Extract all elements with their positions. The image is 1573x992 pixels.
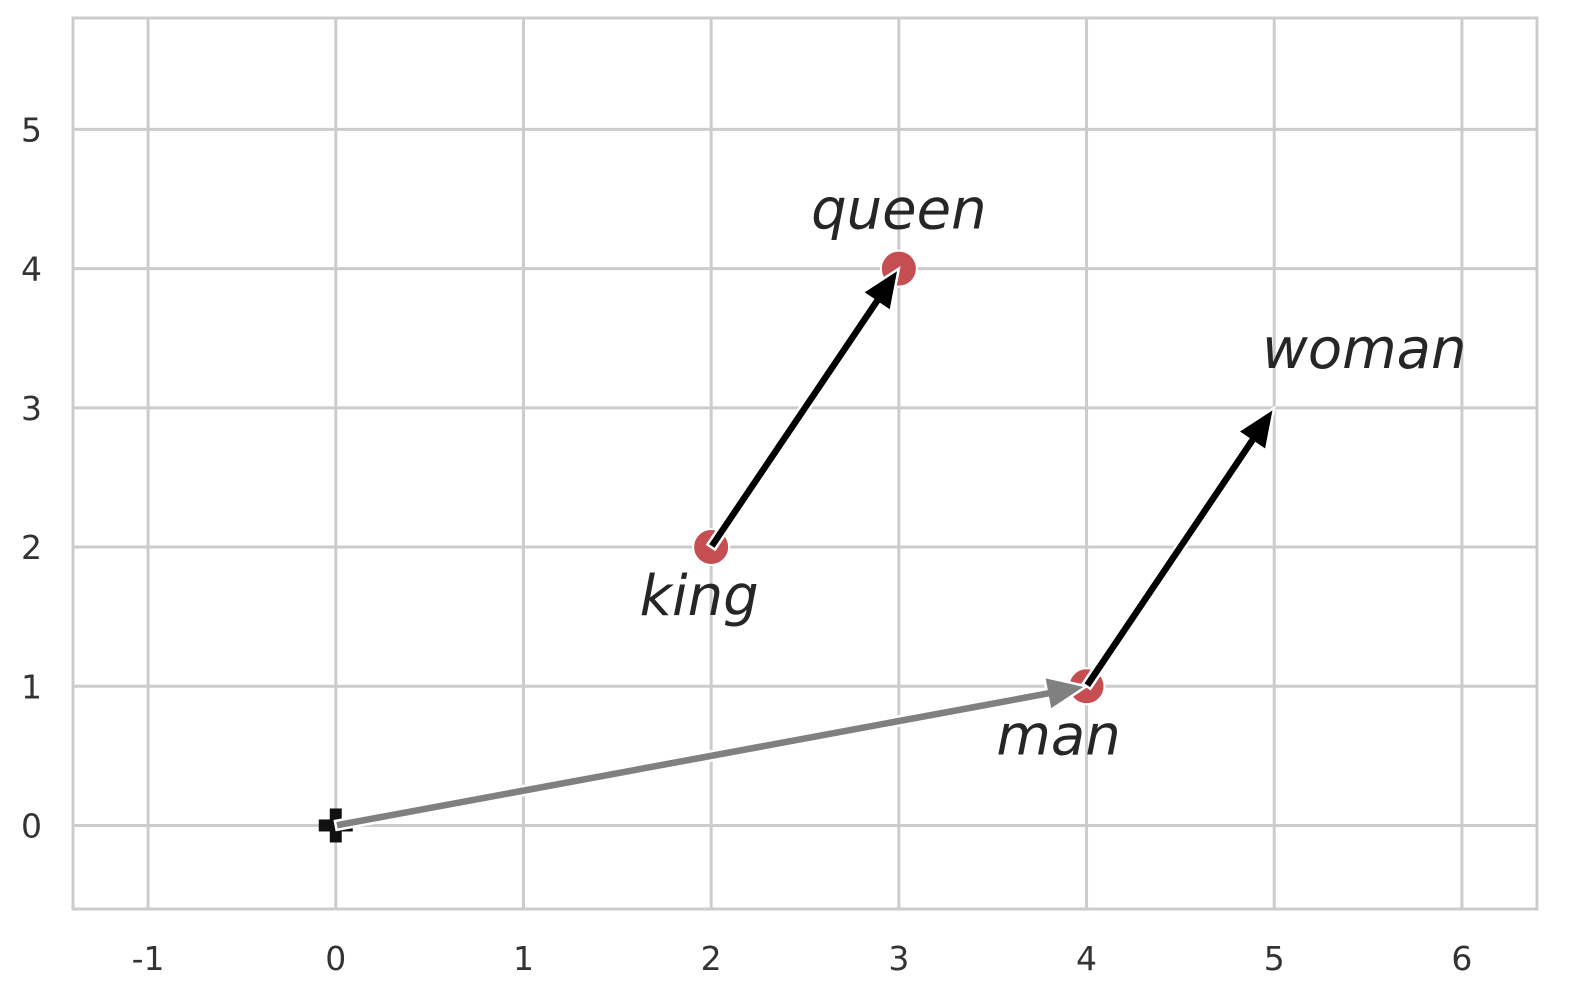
y-tick-label: 2 (21, 528, 42, 567)
x-tick-label: 1 (513, 939, 534, 978)
x-tick-label: 3 (888, 939, 909, 978)
x-tick-label: 0 (325, 939, 346, 978)
y-tick-label: 1 (21, 667, 42, 706)
y-tick-label: 5 (21, 110, 42, 149)
x-tick-label: 5 (1264, 939, 1285, 978)
x-tick-label: -1 (132, 939, 165, 978)
point-label-man: man (996, 703, 1120, 768)
y-axis-ticks: 0 1 2 3 4 5 (21, 110, 42, 845)
arrow-2 (1081, 405, 1276, 691)
point-label-woman: woman (1262, 317, 1466, 382)
y-tick-label: 4 (21, 250, 42, 289)
arrow-1 (705, 265, 901, 552)
arrow-0 (333, 675, 1090, 832)
point-label-king: king (640, 564, 759, 629)
point-label-queen: queen (811, 178, 986, 243)
x-tick-label: 4 (1076, 939, 1097, 978)
arrows (333, 265, 1276, 832)
y-tick-label: 0 (21, 806, 42, 845)
grid (73, 18, 1537, 909)
x-axis-ticks: -1 0 1 2 3 4 5 6 (132, 939, 1473, 978)
x-tick-label: 2 (701, 939, 722, 978)
point-labels: king queen man woman (640, 178, 1467, 769)
plot-frame (71, 16, 1539, 911)
x-tick-label: 6 (1451, 939, 1472, 978)
y-tick-label: 3 (21, 389, 42, 428)
